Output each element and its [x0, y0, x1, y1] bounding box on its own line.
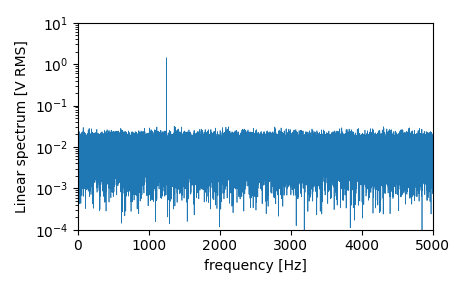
X-axis label: frequency [Hz]: frequency [Hz] [204, 259, 306, 273]
Y-axis label: Linear spectrum [V RMS]: Linear spectrum [V RMS] [15, 40, 29, 213]
